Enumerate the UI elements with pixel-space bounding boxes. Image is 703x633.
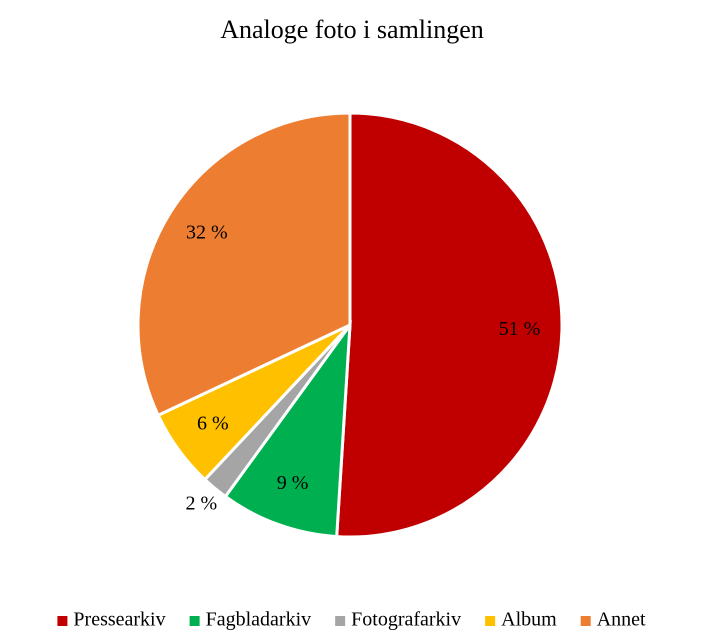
legend-label: Pressearkiv [73, 609, 165, 631]
legend-marker [57, 616, 68, 626]
data-label: 6 % [197, 412, 229, 434]
legend-label: Fagbladarkiv [206, 609, 312, 631]
chart-title: Analoge foto i samlingen [220, 15, 484, 44]
legend-label: Fotografarkiv [351, 609, 461, 631]
legend-label: Album [501, 609, 557, 631]
legend-marker [189, 616, 200, 626]
legend-marker [580, 616, 591, 626]
legend-marker [485, 616, 496, 626]
data-label: 32 % [186, 222, 228, 244]
legend-marker [335, 616, 346, 626]
data-label: 9 % [277, 472, 309, 494]
data-label: 51 % [499, 318, 541, 340]
data-label: 2 % [186, 492, 218, 514]
pie-slice [136, 111, 352, 418]
pie-slice [223, 319, 352, 539]
pie-slice [335, 111, 564, 539]
legend-label: Annet [597, 609, 646, 631]
